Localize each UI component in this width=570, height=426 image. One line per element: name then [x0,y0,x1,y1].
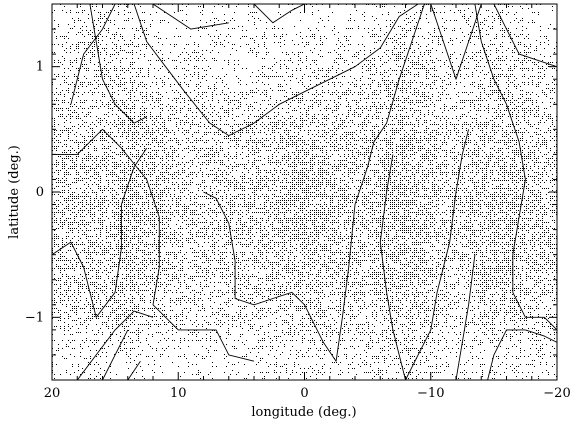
contour-line-15 [253,4,305,24]
dot-density-layer [52,4,557,379]
x-tick-labels: 20 10 0 −10 −20 [44,386,570,401]
y-tick-label: 0 [36,185,44,200]
density-dots [52,4,557,379]
contour-line-8 [379,154,406,380]
contour-line-16 [152,4,229,30]
tick-marks [51,3,558,381]
x-tick-label: −10 [417,386,444,401]
contour-line-14 [455,254,476,380]
x-tick-label: −20 [543,386,570,401]
x-axis-label: longitude (deg.) [251,405,356,420]
y-axis-label: latitude (deg.) [7,145,22,239]
contour-line-17 [127,360,141,380]
x-tick-label: 10 [170,386,187,401]
y-tick-label: −1 [25,310,44,325]
contour-line-7 [203,4,425,362]
contour-line-10 [430,4,482,80]
contour-line-9 [405,129,470,380]
contour-line-12 [493,4,557,68]
contour-line-4 [133,4,419,137]
x-tick-label: 20 [44,386,61,401]
y-tick-labels: −1 0 1 [25,60,44,326]
x-tick-label: 0 [300,386,308,401]
contour-line-13 [487,329,557,380]
contour-line-11 [474,4,557,331]
contour-line-6 [102,329,129,380]
contour-line-3 [89,4,147,124]
contour-line-2 [70,4,116,105]
contour-line-1 [52,147,148,318]
contour-layer [52,4,557,380]
contour-line-0 [52,128,255,362]
y-tick-label: 1 [36,60,44,75]
contour-line-5 [76,310,154,380]
